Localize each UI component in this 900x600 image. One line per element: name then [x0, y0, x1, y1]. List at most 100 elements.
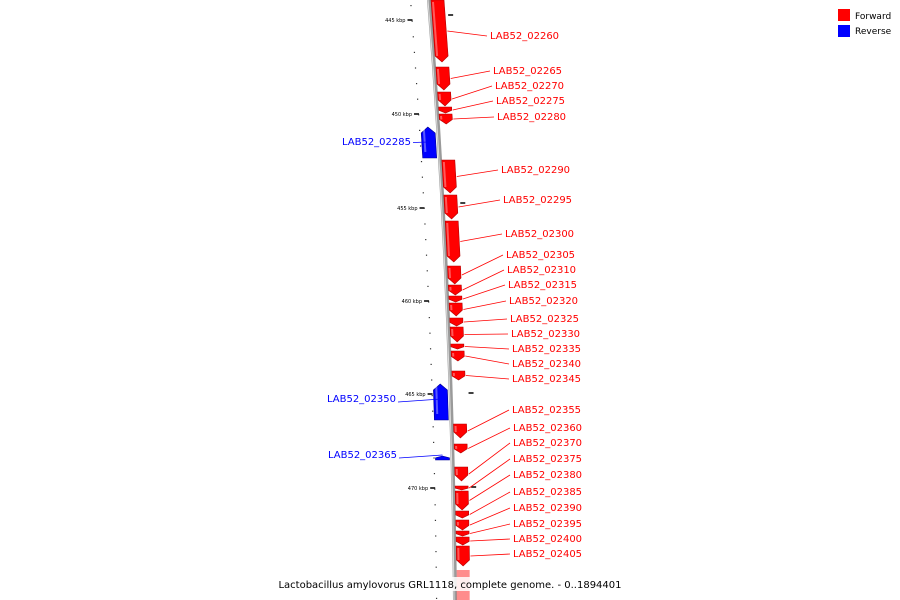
gene-glyph-lab52_02405[interactable]	[455, 545, 470, 567]
gene-label-lab52_02360[interactable]: LAB52_02360	[513, 423, 582, 434]
legend: Forward Reverse	[838, 9, 892, 37]
gene-label-lab52_02315[interactable]: LAB52_02315	[508, 280, 577, 291]
gene-label-lab52_02405[interactable]: LAB52_02405	[513, 549, 582, 560]
gene-label-lab52_02275[interactable]: LAB52_02275	[496, 96, 565, 107]
leader-line	[458, 199, 501, 208]
gene-label-lab52_02305[interactable]: LAB52_02305	[506, 250, 575, 261]
legend-forward-swatch	[838, 9, 850, 21]
gene-label-lab52_02325[interactable]: LAB52_02325	[510, 314, 579, 325]
gene-label-lab52_02390[interactable]: LAB52_02390	[513, 503, 582, 514]
minor-tick	[429, 332, 431, 334]
gene-glyph-lab52_02275[interactable]	[438, 106, 453, 114]
minor-tick	[423, 207, 425, 209]
gene-glyph-lab52_02265[interactable]	[435, 66, 451, 91]
gene-label-lab52_02350[interactable]: LAB52_02350	[327, 394, 396, 405]
minor-tick	[434, 519, 437, 521]
gene-label-lab52_02260[interactable]: LAB52_02260	[490, 31, 559, 42]
gene-glyph-lab52_02330[interactable]	[449, 326, 464, 343]
gene-label-lab52_02290[interactable]: LAB52_02290	[501, 165, 570, 176]
gene-highlight	[422, 128, 427, 153]
gene-glyph-lab52_02290[interactable]	[441, 159, 457, 194]
gene-glyph-lab52_02385[interactable]	[455, 510, 470, 519]
minor-tick	[435, 551, 437, 553]
gene-label-lab52_02355[interactable]: LAB52_02355	[512, 405, 581, 416]
gene-glyph-lab52_02340[interactable]	[450, 350, 465, 362]
minor-tick	[415, 83, 418, 85]
gene-label-lab52_02365[interactable]: LAB52_02365	[328, 450, 397, 461]
gene-glyph-lab52_02320[interactable]	[448, 302, 463, 317]
gene-label-lab52_02375[interactable]: LAB52_02375	[513, 454, 582, 465]
gene-glyph-lab52_02315[interactable]	[448, 295, 463, 303]
minor-tick	[433, 473, 436, 475]
gene-glyph-lab52_02400[interactable]	[455, 536, 470, 546]
gene-glyph-lab52_02300[interactable]	[444, 220, 461, 263]
minor-tick	[430, 363, 432, 365]
gene-label-lab52_02285[interactable]: LAB52_02285	[342, 137, 411, 148]
gene-glyph-lab52_02380[interactable]	[454, 490, 469, 511]
gene-label-lab52_02280[interactable]: LAB52_02280	[497, 112, 566, 123]
gene-label-lab52_02330[interactable]: LAB52_02330	[511, 329, 580, 340]
leader-line	[463, 300, 507, 310]
minor-tick	[434, 504, 436, 506]
gene-glyph-lab52_02280[interactable]	[438, 113, 453, 125]
minor-tick	[435, 597, 438, 599]
minor-tick	[426, 270, 428, 272]
gene-label-lab52_02345[interactable]: LAB52_02345	[512, 374, 581, 385]
minor-tick	[419, 145, 422, 147]
gene-label-lab52_02295[interactable]: LAB52_02295	[503, 195, 572, 206]
gene-label-lab52_02310[interactable]: LAB52_02310	[507, 265, 576, 276]
gene-label-lab52_02270[interactable]: LAB52_02270	[495, 81, 564, 92]
gene-glyph-lab52_02310[interactable]	[447, 284, 462, 296]
minor-tick	[433, 441, 435, 443]
minor-tick	[419, 129, 421, 131]
leader-line	[464, 333, 509, 335]
gene-highlight	[432, 1, 439, 57]
leader-line	[470, 553, 511, 557]
gene-glyph-lab52_02285[interactable]	[420, 126, 438, 159]
gene-glyph-lab52_02305[interactable]	[447, 265, 462, 285]
leader-line	[460, 233, 503, 242]
gene-label-lab52_02370[interactable]: LAB52_02370	[513, 438, 582, 449]
gene-label-lab52_02380[interactable]: LAB52_02380	[513, 470, 582, 481]
gene-label-lab52_02395[interactable]: LAB52_02395	[513, 519, 582, 530]
minor-tick	[428, 317, 430, 319]
leader-line	[450, 70, 491, 79]
minor-tick	[429, 348, 432, 350]
gene-glyph-lab52_02370[interactable]	[454, 466, 469, 482]
gene-label-lab52_02320[interactable]: LAB52_02320	[509, 296, 578, 307]
gene-label-lab52_02385[interactable]: LAB52_02385	[513, 487, 582, 498]
gene-glyph-lab52_02325[interactable]	[449, 317, 464, 327]
gene-label-lab52_02265[interactable]: LAB52_02265	[493, 66, 562, 77]
gene-glyph-lab52_02350[interactable]	[433, 383, 449, 421]
gene-glyph-lab52_02270[interactable]	[437, 91, 452, 107]
gene-glyph-lab52_02335[interactable]	[450, 343, 465, 350]
minor-tick	[424, 223, 426, 225]
leader-line	[469, 474, 511, 501]
gene-glyph-lab52_02360[interactable]	[453, 443, 468, 454]
gene-label-lab52_02340[interactable]: LAB52_02340	[512, 359, 581, 370]
gene-glyph-lab52_02345[interactable]	[451, 370, 466, 381]
minor-tick	[431, 395, 433, 397]
gene-label-lab52_02400[interactable]: LAB52_02400	[513, 534, 582, 545]
leader-line	[468, 427, 511, 449]
leader-line	[398, 454, 443, 459]
minor-tick	[435, 535, 437, 537]
gene-highlight	[444, 196, 448, 214]
gene-glyph-lab52_02355[interactable]	[453, 423, 468, 439]
gene-label-lab52_02300[interactable]: LAB52_02300	[505, 229, 574, 240]
gene-glyph-lab52_02395[interactable]	[455, 530, 470, 537]
minor-tick	[427, 285, 429, 287]
gene-glyph-lab52_02365[interactable]	[435, 455, 450, 461]
gene-glyph-lab52_02390[interactable]	[455, 519, 470, 531]
minor-tick	[425, 239, 427, 241]
leader-line	[467, 409, 510, 432]
gene-label-lab52_02335[interactable]: LAB52_02335	[512, 344, 581, 355]
gene-glyph-lab52_02260[interactable]	[430, 0, 449, 63]
tick-label: 465 kbp	[405, 392, 425, 398]
leader-line	[461, 254, 504, 276]
minor-tick	[432, 410, 434, 412]
tick-label: 455 kbp	[397, 206, 417, 212]
gene-glyph-lab52_02375[interactable]	[454, 485, 469, 491]
gene-glyph-lab52_02295[interactable]	[443, 194, 459, 220]
